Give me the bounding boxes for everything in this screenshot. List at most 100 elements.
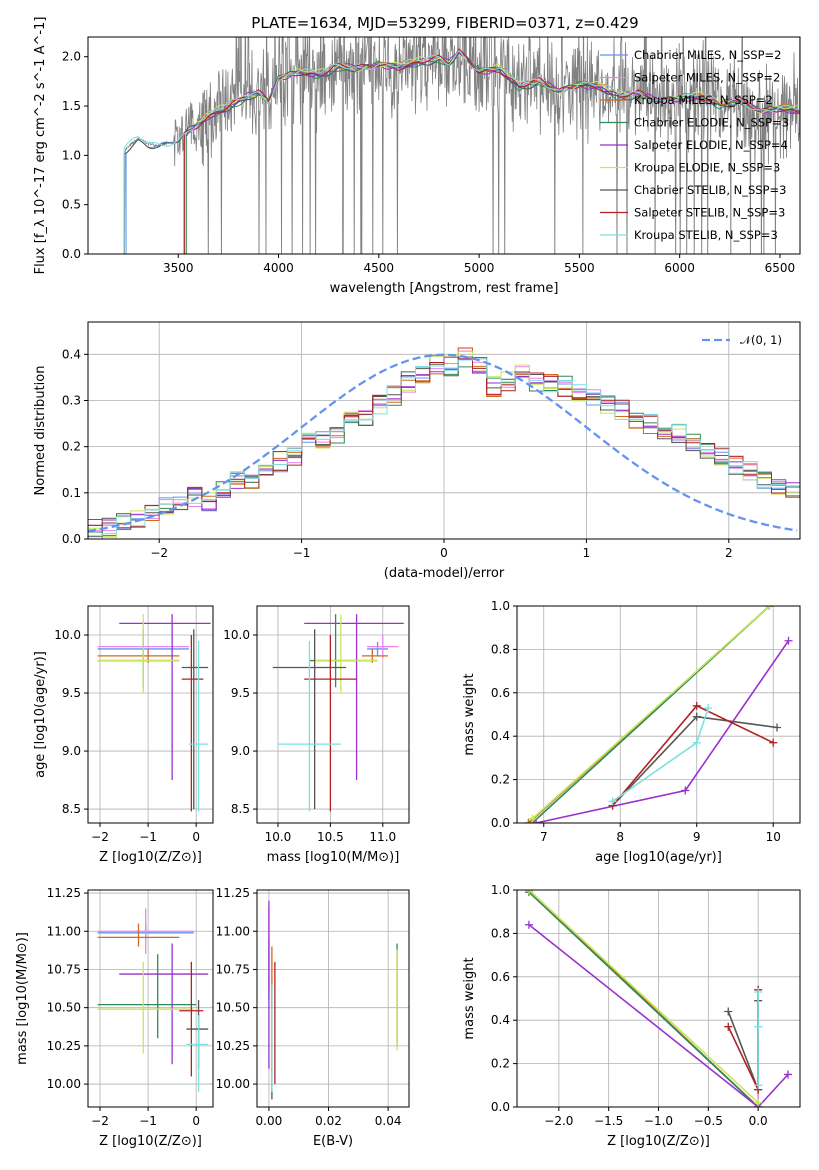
x-tick-label: −0.5 bbox=[694, 1114, 723, 1128]
x-tick-label: 0.00 bbox=[256, 1114, 283, 1128]
plus-marker bbox=[608, 797, 617, 806]
plus-marker bbox=[765, 606, 774, 610]
y-tick-label: 0.0 bbox=[491, 816, 510, 830]
histogram-3 bbox=[88, 355, 800, 536]
observed-spectrum bbox=[108, 37, 800, 254]
axes-frame bbox=[516, 889, 801, 1108]
x-tick-label: 5000 bbox=[464, 261, 495, 275]
x-tick-label: −2 bbox=[91, 830, 109, 844]
x-tick-label: 6500 bbox=[765, 261, 796, 275]
figure-title: PLATE=1634, MJD=53299, FIBERID=0371, z=0… bbox=[251, 14, 638, 32]
y-tick-label: 10.75 bbox=[47, 962, 81, 976]
weight-line-6 bbox=[727, 1000, 759, 1090]
x-axis-label: (data-model)/error bbox=[384, 566, 505, 581]
plus-marker bbox=[692, 738, 701, 747]
axes-frame bbox=[87, 36, 801, 255]
x-tick-label: 10.0 bbox=[265, 830, 292, 844]
y-tick-label: 11.25 bbox=[47, 886, 81, 900]
legend-entry-2: Kroupa MILES, N_SSP=2 bbox=[634, 93, 773, 107]
axes-frame bbox=[87, 889, 214, 1108]
y-tick-label: 0.4 bbox=[491, 729, 510, 743]
plus-marker bbox=[692, 712, 701, 721]
y-tick-label: 10.00 bbox=[47, 1077, 81, 1091]
x-tick-label: 6000 bbox=[664, 261, 695, 275]
axes-weight-vs-Z: −2.0 −1.5 −1.0 −0.5 0.0 0.0 0.2 0.4 0.6 0.8 1.0 Z [… bbox=[462, 883, 801, 1149]
axes-mass-vs-EBV: 0.00 0.02 0.04 10.00 10.25 10.50 10.75 11.00 11.… bbox=[216, 886, 410, 1149]
x-tick-label: 10.5 bbox=[317, 830, 344, 844]
legend-entry-6: Chabrier STELIB, N_SSP=3 bbox=[634, 183, 786, 197]
plot-area-residuals bbox=[88, 347, 800, 539]
x-tick-label: −2 bbox=[91, 1114, 109, 1128]
x-tick-label: 10 bbox=[766, 830, 781, 844]
weight-line-6 bbox=[612, 715, 778, 807]
y-tick-label: 11.00 bbox=[216, 924, 250, 938]
y-axis-label: age [log10(age/yr)] bbox=[33, 651, 48, 778]
axes-age-vs-mass: 10.0 10.5 11.0 8.5 9.0 9.5 10.0 mass [log10(M/M… bbox=[223, 605, 410, 865]
y-axis-label: mass weight bbox=[462, 673, 477, 755]
y-tick-label: 1.5 bbox=[62, 99, 81, 113]
plus-marker bbox=[724, 1022, 733, 1031]
axes-spectrum: 3500 4000 4500 5000 5500 6000 6500 0.0 0.5 1.0 1.5… bbox=[33, 17, 801, 296]
y-tick-label: 11.25 bbox=[216, 886, 250, 900]
histogram-7 bbox=[88, 358, 800, 527]
x-tick-label: 8 bbox=[616, 830, 624, 844]
axes-frame bbox=[516, 605, 801, 824]
axes-mass-vs-Z: −2 −1 0 10.00 10.25 10.50 10.75 11.00 11.25 Z [lo… bbox=[15, 886, 214, 1149]
x-axis-label: mass [log10(M/M⊙)] bbox=[267, 850, 400, 865]
y-tick-label: 10.50 bbox=[47, 1001, 81, 1015]
plus-marker bbox=[754, 987, 763, 996]
y-axis-label: Flux [f_λ 10^-17 erg cm^-2 s^-1 A^-1] bbox=[33, 17, 48, 275]
x-tick-label: 2 bbox=[725, 546, 733, 560]
y-tick-label: 9.0 bbox=[231, 744, 250, 758]
y-tick-label: 10.25 bbox=[47, 1039, 81, 1053]
legend-entry-0: Chabrier MILES, N_SSP=2 bbox=[634, 48, 781, 62]
axes-age-vs-Z: −2 −1 0 8.5 9.0 9.5 10.0 Z [log10(Z/Z⊙)] age [lo… bbox=[33, 605, 214, 865]
y-tick-label: 10.0 bbox=[223, 628, 250, 642]
y-tick-label: 0.3 bbox=[62, 393, 81, 407]
x-tick-label: 11.0 bbox=[369, 830, 396, 844]
x-tick-label: 7 bbox=[540, 830, 548, 844]
axes-frame bbox=[256, 889, 410, 1108]
weight-line-4 bbox=[528, 924, 789, 1107]
x-axis-label: wavelength [Angstrom, rest frame] bbox=[330, 281, 559, 296]
y-tick-label: 9.0 bbox=[62, 744, 81, 758]
weight-line-7 bbox=[727, 989, 759, 1090]
y-axis-label: mass [log10(M/M⊙)] bbox=[15, 932, 30, 1065]
plus-marker bbox=[524, 920, 533, 929]
x-tick-label: 5500 bbox=[564, 261, 595, 275]
plot-area-spectrum bbox=[108, 37, 800, 254]
y-tick-label: 0.8 bbox=[491, 926, 510, 940]
y-tick-label: 10.75 bbox=[216, 962, 250, 976]
y-tick-label: 10.00 bbox=[216, 1077, 250, 1091]
y-tick-label: 0.0 bbox=[62, 247, 81, 261]
x-tick-label: 4000 bbox=[263, 261, 294, 275]
x-tick-label: −1.5 bbox=[594, 1114, 623, 1128]
x-tick-label: 0.0 bbox=[749, 1114, 768, 1128]
x-axis-label: age [log10(age/yr)] bbox=[595, 850, 722, 865]
weight-line-5 bbox=[531, 606, 770, 820]
plus-marker bbox=[784, 636, 793, 645]
legend-entry-8: Kroupa STELIB, N_SSP=3 bbox=[634, 228, 778, 242]
x-tick-label: 1 bbox=[583, 546, 591, 560]
y-tick-label: 9.5 bbox=[231, 686, 250, 700]
axes-frame bbox=[87, 605, 214, 824]
legend-entry-5: Kroupa ELODIE, N_SSP=3 bbox=[634, 161, 780, 175]
legend-entry-1: Salpeter MILES, N_SSP=2 bbox=[634, 71, 780, 85]
y-tick-label: 8.5 bbox=[62, 802, 81, 816]
y-tick-label: 0.0 bbox=[491, 1100, 510, 1114]
y-tick-label: 11.00 bbox=[47, 924, 81, 938]
y-tick-label: 0.5 bbox=[62, 198, 81, 212]
y-tick-label: 8.5 bbox=[231, 802, 250, 816]
y-tick-label: 0.6 bbox=[491, 686, 510, 700]
axes-frame bbox=[256, 605, 410, 824]
x-tick-label: 4500 bbox=[364, 261, 395, 275]
y-tick-label: 1.0 bbox=[491, 599, 510, 613]
weight-line-3 bbox=[528, 891, 759, 1107]
y-tick-label: 0.6 bbox=[491, 970, 510, 984]
y-tick-label: 0.0 bbox=[62, 532, 81, 546]
y-tick-label: 9.5 bbox=[62, 686, 81, 700]
y-tick-label: 0.1 bbox=[62, 486, 81, 500]
plus-marker bbox=[754, 1022, 763, 1031]
y-tick-label: 1.0 bbox=[491, 883, 510, 897]
